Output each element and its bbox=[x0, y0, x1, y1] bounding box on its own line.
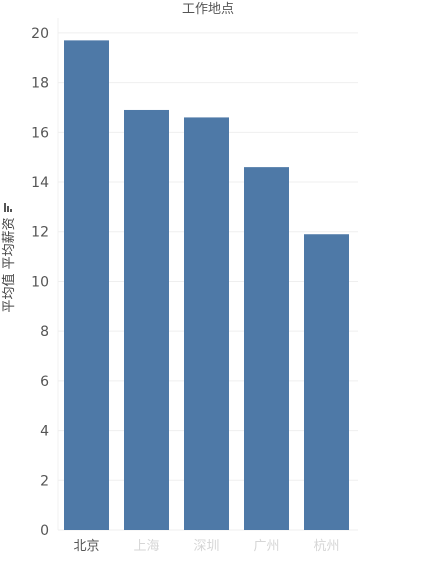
y-tick-label: 6 bbox=[40, 374, 49, 390]
y-tick-label: 12 bbox=[31, 225, 49, 241]
x-axis-categories: 北京 上海 深圳 广州 杭州 bbox=[73, 539, 339, 554]
y-axis-pill-icon bbox=[4, 203, 12, 212]
x-category-label: 北京 bbox=[73, 539, 99, 554]
y-tick-label: 20 bbox=[31, 26, 49, 42]
chart-title: 工作地点 bbox=[182, 2, 234, 17]
x-category-label: 广州 bbox=[253, 539, 279, 554]
bar[interactable] bbox=[124, 109, 169, 530]
bar[interactable] bbox=[64, 40, 109, 531]
y-tick-label: 2 bbox=[40, 473, 49, 489]
y-axis-label: 平均值 平均薪资 bbox=[1, 217, 17, 312]
y-axis-ticks: 0 2 4 6 8 10 12 14 16 18 20 bbox=[31, 26, 49, 539]
y-tick-label: 8 bbox=[40, 324, 49, 340]
bars bbox=[64, 40, 349, 531]
y-tick-label: 4 bbox=[40, 424, 49, 440]
y-tick-label: 10 bbox=[31, 274, 49, 290]
y-tick-label: 16 bbox=[31, 125, 49, 141]
bar[interactable] bbox=[304, 234, 349, 530]
bar[interactable] bbox=[184, 117, 229, 530]
x-category-label: 深圳 bbox=[193, 539, 219, 554]
y-tick-label: 14 bbox=[31, 175, 49, 191]
bar[interactable] bbox=[244, 167, 289, 530]
x-category-label: 上海 bbox=[133, 539, 159, 554]
y-tick-label: 0 bbox=[40, 523, 49, 539]
y-tick-label: 18 bbox=[31, 76, 49, 92]
x-category-label: 杭州 bbox=[313, 539, 339, 554]
